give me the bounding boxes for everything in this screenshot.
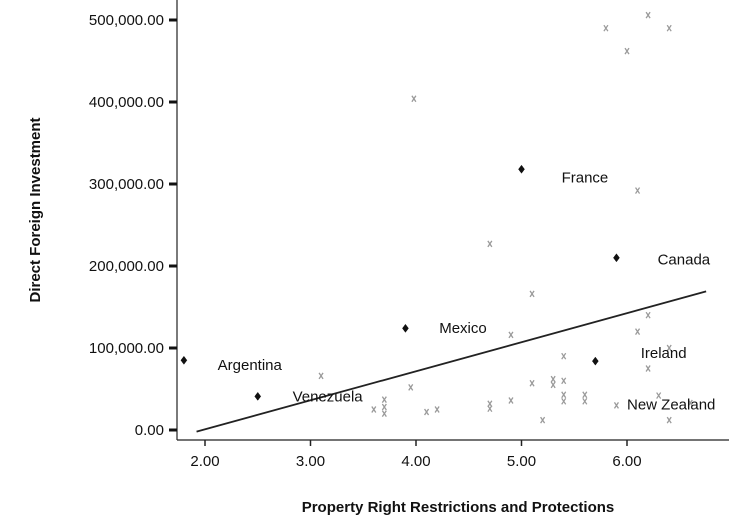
y-tick-label: 200,000.00 xyxy=(89,258,164,275)
x-ticks: 2.00 3.00 4.00 5.00 6.00 xyxy=(190,440,642,470)
scatter-point xyxy=(550,381,556,389)
x-tick-label: 3.00 xyxy=(296,453,325,470)
scatter-point xyxy=(408,383,414,391)
y-axis-title: Direct Foreign Investment xyxy=(27,117,44,302)
highlighted-point xyxy=(613,253,620,263)
scatter-point xyxy=(561,391,567,399)
scatter-point xyxy=(371,406,377,413)
scatter-point xyxy=(603,24,609,32)
scatter-point xyxy=(613,402,619,409)
scatter-point xyxy=(529,290,535,298)
y-tick-label: 100,000.00 xyxy=(89,340,164,357)
scatter-point xyxy=(666,24,672,32)
y-tick-label: 500,000.00 xyxy=(89,12,164,29)
scatter-point xyxy=(656,392,662,399)
scatter-point xyxy=(645,11,651,19)
highlighted-point xyxy=(518,164,525,174)
annotations: France Canada Mexico Ireland Argentina Venezu… xyxy=(218,169,716,413)
axes xyxy=(176,0,729,441)
x-tick-label: 2.00 xyxy=(190,453,219,470)
highlighted-point xyxy=(592,356,599,366)
trend-line-group xyxy=(196,290,707,433)
scatter-point xyxy=(381,396,387,404)
highlighted-point xyxy=(254,391,262,401)
x-axis-title: Property Right Restrictions and Protecti… xyxy=(302,499,615,516)
y-tick-label: 300,000.00 xyxy=(89,176,164,193)
scatter-point xyxy=(529,379,535,387)
y-ticks: 0.00 100,000.00 200,000.00 300,000.00 400,00… xyxy=(89,12,177,439)
scatter-point xyxy=(540,416,546,424)
country-label: Venezuela xyxy=(293,388,364,405)
scatter-point xyxy=(624,47,630,55)
country-label: France xyxy=(562,169,609,186)
scatter-point xyxy=(645,311,651,319)
scatter-point xyxy=(645,365,651,372)
x-tick-label: 4.00 xyxy=(401,453,430,470)
y-tick-label: 400,000.00 xyxy=(89,94,164,111)
scatter-point xyxy=(687,399,693,407)
trend-line xyxy=(196,290,707,433)
scatter-point xyxy=(666,416,672,424)
country-label: New Zealand xyxy=(627,397,715,414)
country-label: Canada xyxy=(658,251,711,268)
scatter-point xyxy=(424,408,430,416)
y-tick-label: 0.00 xyxy=(135,422,164,439)
scatter-point xyxy=(561,352,567,360)
scatter-point xyxy=(318,372,324,380)
scatter-point xyxy=(508,331,514,339)
scatter-point xyxy=(487,240,493,248)
scatter-point xyxy=(508,397,514,404)
scatter-point xyxy=(381,410,387,417)
x-tick-label: 6.00 xyxy=(612,453,641,470)
scatter-point xyxy=(434,406,440,413)
scatter-point xyxy=(635,328,641,335)
scatter-point xyxy=(561,377,567,385)
scatter-point xyxy=(561,397,567,405)
country-label: Ireland xyxy=(641,345,687,362)
scatter-point xyxy=(582,397,588,405)
scatter-point xyxy=(411,95,417,103)
scatter-point xyxy=(550,375,556,383)
scatter-point xyxy=(582,391,588,399)
country-label: Argentina xyxy=(218,357,283,374)
x-tick-label: 5.00 xyxy=(507,453,536,470)
highlighted-point xyxy=(402,323,409,333)
country-label: Mexico xyxy=(439,320,487,337)
scatter-point xyxy=(381,403,387,411)
highlighted-point xyxy=(180,355,188,365)
scatter-point xyxy=(666,344,672,352)
data-points xyxy=(180,11,693,424)
scatter-point xyxy=(487,405,493,413)
scatter-point xyxy=(635,187,641,194)
